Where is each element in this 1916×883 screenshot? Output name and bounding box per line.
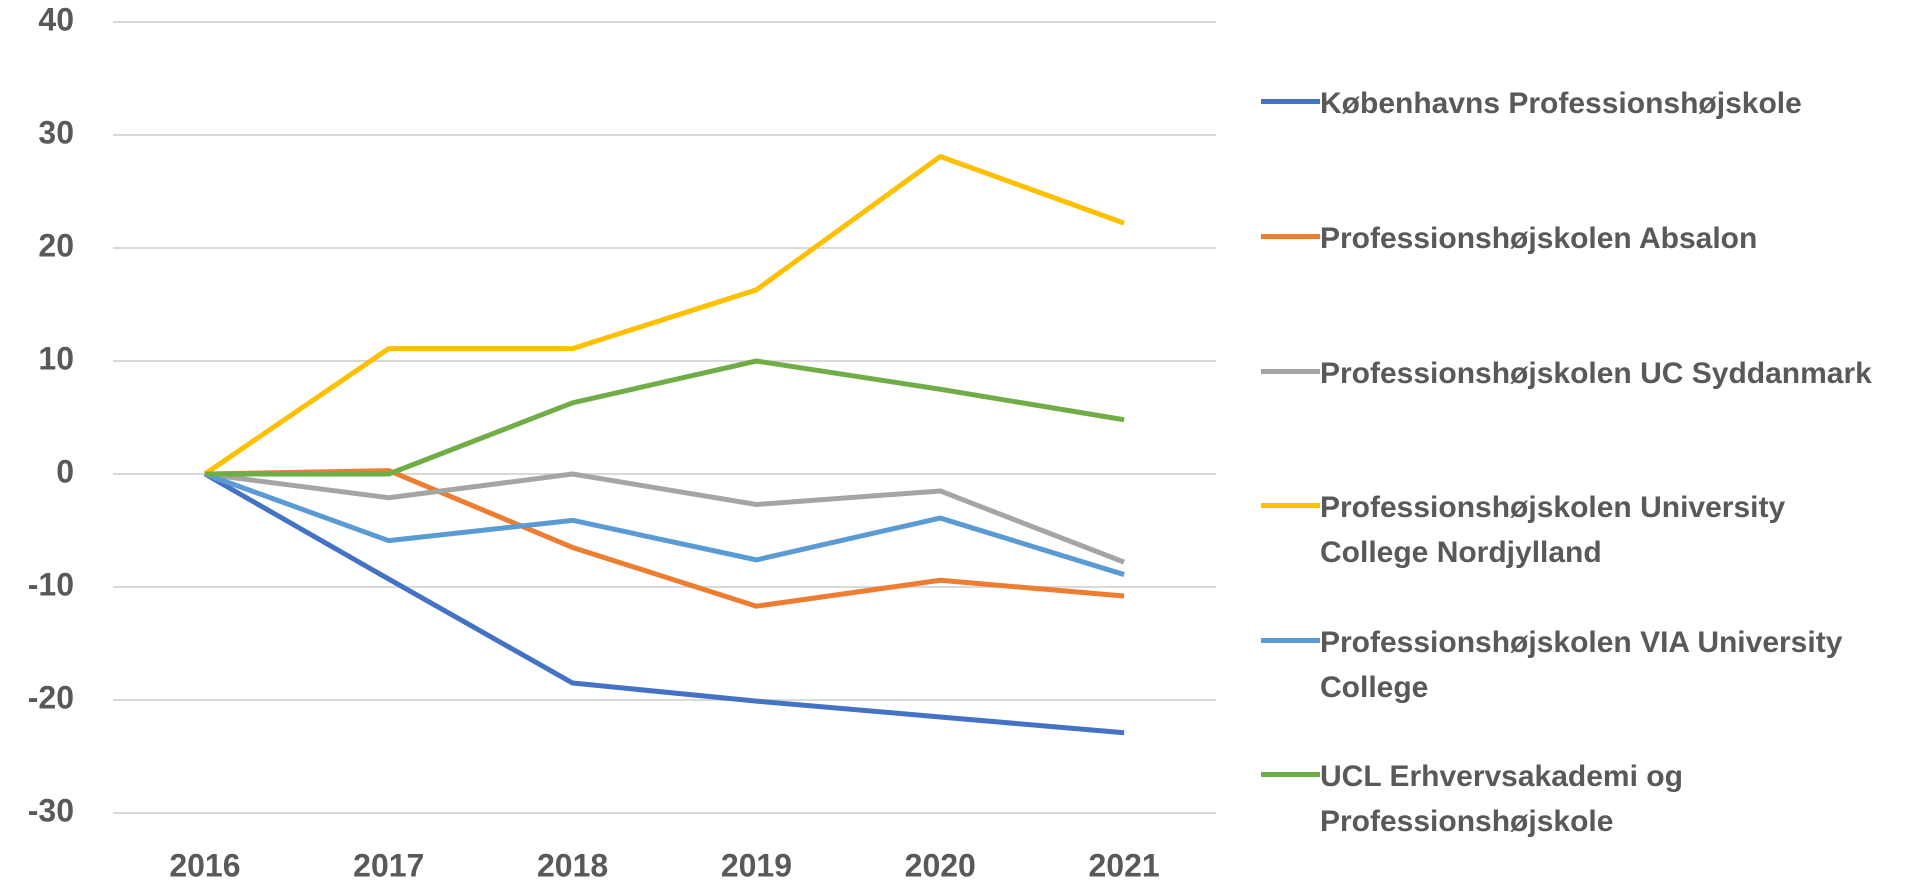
series-line bbox=[204, 471, 1125, 577]
x-tick-label: 2021 bbox=[1088, 847, 1159, 883]
legend-item: Professionshøjskolen University College … bbox=[1261, 485, 1911, 575]
legend-label: Professionshøjskolen Absalon bbox=[1320, 222, 1758, 255]
x-tick-label: 2020 bbox=[905, 847, 976, 883]
legend-label: Professionshøjskolen VIA University Coll… bbox=[1320, 626, 1843, 704]
legend-swatch bbox=[1261, 503, 1320, 508]
x-tick-label: 2017 bbox=[353, 847, 424, 883]
legend-swatch bbox=[1261, 99, 1320, 104]
legend-item: Professionshøjskolen UC Syddanmark bbox=[1261, 351, 1911, 396]
legend-swatch bbox=[1261, 234, 1320, 239]
series-line bbox=[203, 471, 1125, 736]
series-line bbox=[204, 471, 1125, 565]
y-tick-label: 20 bbox=[38, 227, 74, 263]
legend-item: Københavns Professionshøjskole bbox=[1261, 81, 1911, 126]
series-line bbox=[203, 153, 1125, 477]
legend-item: UCL Erhvervsakademi og Professionshøjsko… bbox=[1261, 754, 1911, 844]
series-line bbox=[204, 358, 1125, 477]
legend-label: Professionshøjskolen UC Syddanmark bbox=[1320, 357, 1872, 390]
x-tick-label: 2019 bbox=[721, 847, 792, 883]
y-tick-label: -20 bbox=[28, 679, 74, 715]
y-tick-label: 30 bbox=[38, 114, 74, 150]
legend-label: Professionshøjskolen University College … bbox=[1320, 491, 1786, 569]
y-tick-label: 0 bbox=[56, 453, 74, 489]
legend-item: Professionshøjskolen VIA University Coll… bbox=[1261, 620, 1911, 710]
series-line bbox=[204, 468, 1125, 609]
x-tick-label: 2018 bbox=[537, 847, 608, 883]
legend-swatch bbox=[1261, 369, 1320, 374]
legend-label: Københavns Professionshøjskole bbox=[1320, 87, 1802, 120]
legend-swatch bbox=[1261, 638, 1320, 643]
y-tick-label: -30 bbox=[28, 792, 74, 828]
y-tick-label: 40 bbox=[38, 1, 74, 37]
legend-item: Professionshøjskolen Absalon bbox=[1261, 216, 1911, 261]
legend-label: UCL Erhvervsakademi og Professionshøjsko… bbox=[1320, 760, 1683, 838]
y-tick-label: -10 bbox=[28, 566, 74, 602]
legend-swatch bbox=[1261, 772, 1320, 777]
x-tick-label: 2016 bbox=[169, 847, 240, 883]
y-tick-label: 10 bbox=[38, 340, 74, 376]
